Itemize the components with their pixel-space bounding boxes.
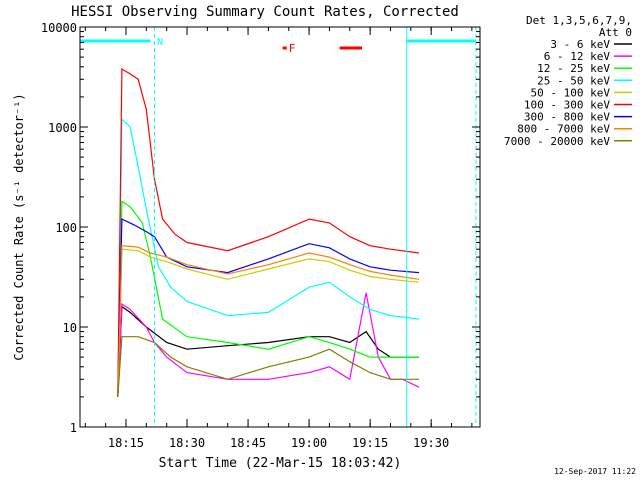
series-line-2 — [117, 292, 420, 397]
legend-label-4: 25 - 50 keV — [537, 74, 610, 87]
series-layer — [117, 67, 420, 397]
series-line-6 — [117, 67, 420, 397]
series-line-8 — [117, 245, 420, 397]
legend-label-9: 7000 - 20000 keV — [504, 135, 610, 148]
night-label: N — [157, 37, 163, 48]
x-tick-label-4: 19:00 — [291, 436, 327, 450]
x-axis-label: Start Time (22-Mar-15 18:03:42) — [159, 456, 402, 471]
y-tick-label-5: 10000 — [41, 21, 77, 35]
chart-title: HESSI Observing Summary Count Rates, Cor… — [71, 4, 459, 20]
x-tick-label-1: 18:15 — [108, 436, 144, 450]
series-line-9 — [117, 336, 419, 397]
y-tick-label-3: 100 — [55, 221, 77, 235]
legend-label-2: 6 - 12 keV — [544, 50, 611, 63]
series-line-1 — [117, 305, 419, 397]
flare-label: F — [289, 42, 296, 55]
series-line-4 — [117, 117, 420, 397]
legend-label-1: 3 - 6 keV — [550, 38, 610, 51]
legend-label-3: 12 - 25 keV — [537, 62, 610, 75]
legend-label-5: 50 - 100 keV — [531, 86, 611, 99]
x-tick-label-2: 18:30 — [169, 436, 205, 450]
x-axis: 18:15 18:30 18:45 19:00 19:15 19:30 — [84, 27, 473, 450]
series-line-7 — [117, 218, 420, 397]
legend-label-7: 300 - 800 keV — [524, 111, 610, 124]
y-axis: 1 10 100 1000 10000 — [41, 21, 480, 435]
legend-header-line-2: Att 0 — [599, 26, 632, 39]
series-line-3 — [117, 200, 419, 397]
x-tick-label-5: 19:15 — [352, 436, 388, 450]
x-tick-label-6: 19:30 — [413, 436, 449, 450]
legend-label-6: 100 - 300 keV — [524, 99, 610, 112]
y-axis-label: Corrected Count Rate (s⁻¹ detector⁻¹) — [12, 93, 26, 360]
legend-label-8: 800 - 7000 keV — [517, 123, 610, 136]
x-tick-label-3: 18:45 — [230, 436, 266, 450]
y-tick-label-4: 1000 — [48, 121, 77, 135]
series-line-5 — [117, 248, 420, 397]
footer-date: 12-Sep-2017 11:22 — [554, 467, 636, 476]
y-tick-label-1: 1 — [70, 421, 77, 435]
y-tick-label-2: 10 — [63, 321, 77, 335]
marker-layer — [79, 27, 477, 427]
legend-header-line-1: Det 1,3,5,6,7,9, — [526, 14, 632, 27]
